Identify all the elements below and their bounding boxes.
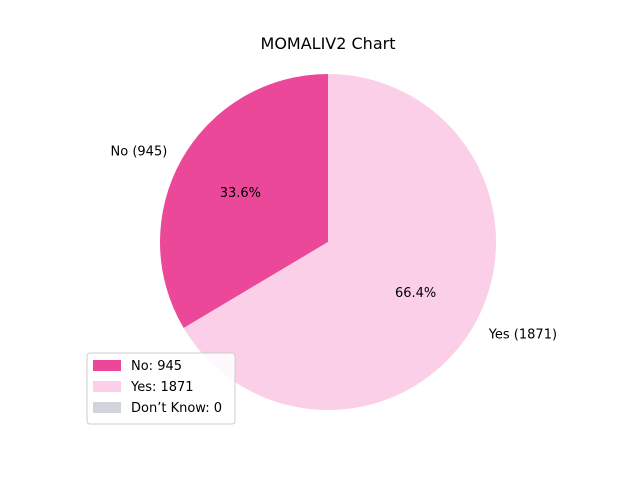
- pie-labels: 33.6% No (945) 66.4% Yes (1871): [111, 145, 558, 343]
- legend-swatch: [93, 381, 121, 392]
- legend-swatch: [93, 402, 121, 413]
- chart-title: MOMALIV2 Chart: [261, 34, 396, 53]
- legend-entry: Yes: 1871: [130, 380, 194, 395]
- chart-legend: No: 945 Yes: 1871 Don’t Know: 0: [86, 352, 236, 425]
- pie-slices: [159, 74, 496, 410]
- pie-slice: [159, 74, 328, 329]
- slice-percent-label: 33.6%: [220, 186, 261, 201]
- legend-frame: [86, 352, 236, 425]
- slice-label: Yes (1871): [488, 327, 557, 342]
- legend-entry: Don’t Know: 0: [131, 401, 222, 416]
- slice-percent-label: 66.4%: [395, 286, 436, 301]
- legend-swatch: [93, 360, 121, 371]
- slice-label: No (945): [111, 145, 168, 160]
- pie-slice: [183, 74, 496, 410]
- legend-entry: No: 945: [131, 359, 182, 374]
